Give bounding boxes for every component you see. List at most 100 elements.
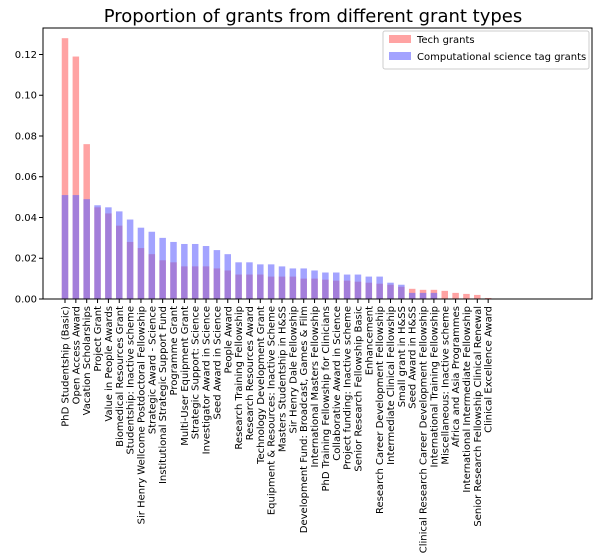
- y-tick-label: 0.08: [15, 131, 37, 142]
- x-tick-label: Strategic Award - Science: [147, 306, 158, 434]
- bar-tech-36: [452, 292, 459, 299]
- legend-swatch-computational: [389, 52, 411, 60]
- bar-computational-26: [343, 274, 351, 299]
- x-tick-label: Africa and Asia Programmes: [451, 306, 462, 447]
- x-tick-label: Collaborative Award in Science: [332, 306, 343, 461]
- bar-computational-1: [72, 195, 80, 299]
- x-tick-label: International Intermediate Fellowship: [462, 306, 473, 493]
- bar-computational-13: [202, 246, 210, 299]
- bar-computational-30: [387, 282, 394, 299]
- bar-computational-31: [398, 284, 405, 299]
- bar-computational-9: [159, 237, 166, 299]
- bar-computational-14: [213, 250, 221, 299]
- x-tick-label: PhD Studentship (Basic): [61, 306, 72, 427]
- x-tick-label: Seed Award in Science: [212, 306, 223, 419]
- bars-group: [61, 38, 492, 299]
- bar-computational-21: [289, 268, 297, 299]
- x-tick-label: Miscellaneous: Inactive scheme: [440, 306, 451, 465]
- x-tick-label: Senior Research Fellowship Clinical Rene…: [473, 306, 484, 527]
- x-tick-label: Technology Development Grant: [256, 306, 267, 465]
- y-axis: 0.00 0.02 0.04 0.06 0.08 0.10 0.12: [15, 50, 43, 306]
- x-tick-label: Multi-User Equipment Grant: [180, 306, 191, 446]
- bar-computational-23: [311, 270, 318, 299]
- legend-label-tech: Tech grants: [416, 35, 475, 46]
- x-tick-label: Vacation Scholarships: [82, 306, 93, 415]
- x-tick-label: Intermediate Clinical Fellowship: [386, 306, 397, 465]
- bar-computational-4: [105, 207, 112, 299]
- x-tick-label: Open Access Award: [71, 306, 82, 404]
- bar-computational-33: [419, 292, 427, 299]
- x-tick-label: Sir Henry Wellcome Postdoctoral Fellowsh…: [136, 306, 147, 524]
- bar-computational-5: [116, 211, 123, 299]
- x-tick-label: Studentship: Inactive scheme: [126, 306, 137, 455]
- x-axis: PhD Studentship (Basic) Open Access Award…: [61, 299, 495, 553]
- bar-computational-32: [408, 292, 416, 299]
- bar-computational-16: [235, 262, 242, 299]
- x-tick-label: Senior Research Fellowship Basic: [353, 306, 364, 472]
- x-tick-label: Seed Award in H&SS: [408, 306, 419, 409]
- legend-swatch-tech: [389, 35, 411, 43]
- x-tick-label: International Masters Fellowship: [310, 306, 321, 467]
- bar-computational-25: [333, 272, 340, 299]
- bar-tech-35: [441, 290, 448, 299]
- bar-tech-1: [72, 56, 80, 299]
- bar-computational-22: [300, 268, 307, 299]
- x-tick-label: Clinical Excellence Award: [484, 306, 495, 433]
- x-tick-label: International Training Fellowship: [429, 306, 440, 468]
- x-tick-label: Development Fund: Broadcast, Games & Fil…: [299, 306, 310, 533]
- x-tick-label: Masters Studentship in H&SS: [278, 306, 289, 452]
- bar-computational-17: [246, 262, 253, 299]
- bar-computational-24: [322, 272, 329, 299]
- x-tick-label: Clinical Research Career Development Fel…: [419, 306, 430, 553]
- x-tick-label: Project funding: Inactive scheme: [343, 306, 354, 470]
- bar-computational-34: [430, 292, 438, 299]
- x-tick-label: Research Career Development Fellowship: [375, 306, 386, 514]
- chart-title: Proportion of grants from different gran…: [104, 6, 523, 27]
- x-tick-label: Research Training Fellowship: [234, 306, 245, 450]
- plot-frame: [42, 27, 593, 300]
- y-tick-label: 0.10: [15, 91, 37, 102]
- y-tick-label: 0.12: [15, 50, 37, 61]
- bar-computational-8: [148, 231, 156, 299]
- x-tick-label: Institutional Strategic Support Fund: [158, 306, 169, 484]
- bar-tech-37: [463, 293, 470, 299]
- legend-box: [382, 30, 590, 70]
- x-tick-label: Strategic Support: Science: [191, 306, 202, 439]
- legend-label-computational: Computational science tag grants: [417, 52, 586, 63]
- legend: Tech grants Computational science tag gr…: [382, 30, 590, 70]
- x-tick-label: Equipment & Resources: Inactive Scheme: [267, 306, 278, 515]
- bar-tech-0: [61, 38, 69, 299]
- x-tick-label: Value in People Awards: [104, 306, 115, 422]
- x-tick-label: PhD Training Fellowship for Clinicians: [321, 306, 332, 491]
- x-tick-label: Sir Henry Dale Fellowship: [288, 306, 299, 433]
- bar-computational-27: [354, 274, 362, 299]
- bar-computational-7: [137, 227, 145, 299]
- x-tick-label: Programme Grant: [169, 306, 180, 396]
- bar-computational-20: [278, 266, 286, 299]
- bar-computational-12: [191, 243, 199, 299]
- y-tick-label: 0.04: [15, 213, 37, 224]
- bar-computational-3: [94, 205, 101, 299]
- x-tick-label: Small grant in H&SS: [397, 306, 408, 407]
- bar-computational-15: [224, 254, 231, 299]
- bar-computational-10: [170, 241, 177, 299]
- bar-computational-2: [83, 199, 90, 299]
- x-tick-label: Research Resources Award: [245, 306, 256, 440]
- y-tick-label: 0.02: [15, 254, 37, 265]
- x-tick-label: People Award: [223, 306, 234, 373]
- bar-computational-18: [257, 264, 264, 299]
- x-tick-label: Project Grant: [93, 306, 104, 372]
- bar-computational-6: [126, 219, 134, 299]
- bar-computational-19: [267, 264, 275, 299]
- x-tick-label: Biomedical Resources Grant: [115, 306, 126, 447]
- y-tick-label: 0.06: [15, 172, 37, 183]
- bar-tech-38: [474, 294, 481, 299]
- x-tick-label: Enhancement: [364, 306, 375, 375]
- bar-computational-11: [181, 243, 188, 299]
- bar-computational-28: [365, 276, 373, 299]
- x-tick-label: Investigator Award in Science: [202, 306, 213, 454]
- bar-computational-0: [61, 195, 69, 299]
- bar-computational-29: [376, 276, 383, 299]
- bar-tech-39: [484, 297, 492, 299]
